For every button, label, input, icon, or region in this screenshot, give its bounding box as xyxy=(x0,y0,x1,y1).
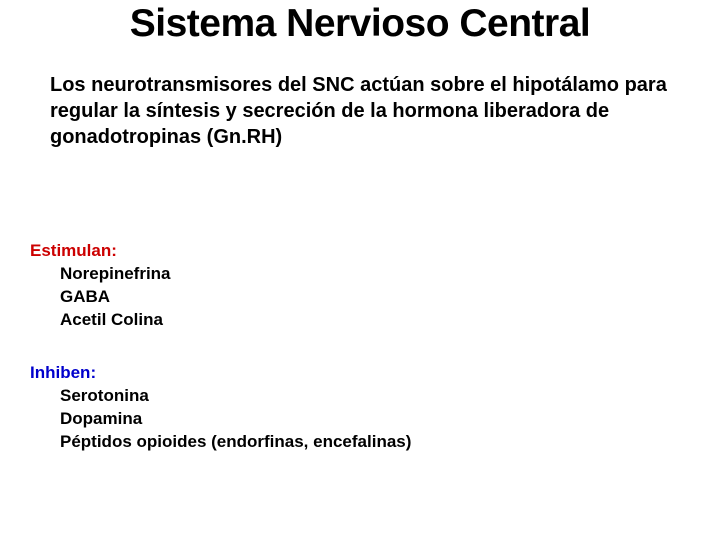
slide: Sistema Nervioso Central Los neurotransm… xyxy=(0,0,720,540)
inhiben-item: Péptidos opioides (endorfinas, encefalin… xyxy=(30,431,411,454)
inhiben-item: Dopamina xyxy=(30,408,411,431)
inhiben-item: Serotonina xyxy=(30,385,411,408)
intro-paragraph: Los neurotransmisores del SNC actúan sob… xyxy=(50,72,690,150)
estimulan-section: Estimulan: Norepinefrina GABA Acetil Col… xyxy=(30,240,171,332)
estimulan-item: Acetil Colina xyxy=(30,309,171,332)
estimulan-item: GABA xyxy=(30,286,171,309)
estimulan-item: Norepinefrina xyxy=(30,263,171,286)
estimulan-header: Estimulan: xyxy=(30,240,171,263)
inhiben-section: Inhiben: Serotonina Dopamina Péptidos op… xyxy=(30,362,411,454)
slide-title: Sistema Nervioso Central xyxy=(60,2,660,46)
inhiben-header: Inhiben: xyxy=(30,362,411,385)
